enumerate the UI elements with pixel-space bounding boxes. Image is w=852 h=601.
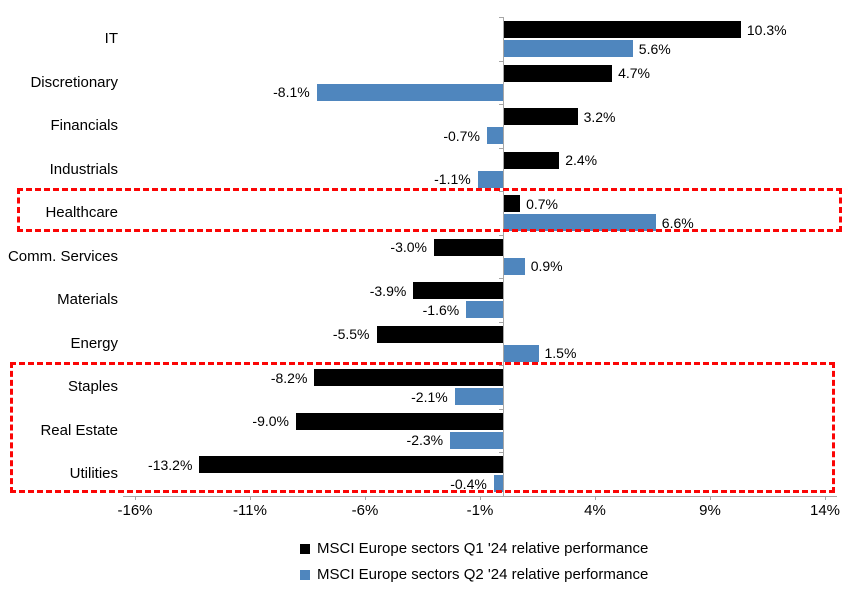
q1-bar [504, 151, 560, 169]
q1-bar [434, 238, 503, 256]
value-label: -1.6% [422, 301, 460, 318]
value-label: -9.0% [252, 413, 289, 429]
y-axis-tick [499, 191, 503, 192]
category-label: Staples [67, 378, 118, 396]
value-label: -3.0% [390, 239, 427, 255]
category-label: Healthcare [45, 204, 118, 222]
category-label: Financials [50, 117, 118, 135]
q1-bar [314, 369, 503, 386]
legend-label-q2: MSCI Europe sectors Q2 '24 relative perf… [317, 566, 649, 583]
category-label: IT [104, 30, 118, 48]
x-axis-tick [365, 496, 366, 500]
value-label: -2.1% [411, 388, 448, 405]
x-axis-tick [480, 496, 481, 500]
q1-bar [296, 412, 503, 430]
q2-bar [493, 475, 503, 492]
value-label: 6.6% [661, 214, 694, 231]
x-axis-tick-label: -11% [233, 502, 267, 519]
x-axis-tick-label: -6% [351, 502, 379, 519]
q1-bar [413, 282, 503, 299]
value-label: -2.3% [406, 432, 444, 448]
x-axis-tick-label: 4% [584, 502, 606, 519]
x-axis-tick-label: -1% [466, 502, 494, 519]
value-label: 3.2% [583, 108, 616, 125]
q2-bar [486, 127, 503, 144]
value-label: 0.7% [526, 195, 559, 212]
value-label: -0.7% [443, 127, 480, 144]
category-label: Energy [70, 334, 118, 352]
q2-bar [466, 301, 503, 318]
y-axis-tick [499, 365, 503, 366]
q1-bar [504, 108, 578, 125]
q2-bar [504, 40, 633, 57]
value-label: 5.6% [638, 40, 671, 57]
legend-item-q1: MSCI Europe sectors Q1 '24 relative perf… [300, 540, 648, 557]
x-axis-tick [595, 496, 596, 500]
q1-series-swatch [300, 543, 310, 554]
legend-item-q2: MSCI Europe sectors Q2 '24 relative perf… [300, 566, 648, 583]
value-label: -1.1% [434, 171, 471, 187]
y-axis-tick [499, 17, 503, 18]
q1-bar [504, 21, 741, 38]
highlight-rect [17, 188, 842, 232]
y-axis-tick [499, 234, 503, 236]
category-label: Discretionary [30, 73, 118, 91]
q2-bar [504, 344, 539, 362]
category-label: Industrials [49, 160, 118, 178]
x-axis-tick [710, 496, 711, 500]
q2-bar [316, 83, 503, 101]
x-axis-tick [250, 496, 251, 500]
q2-bar [504, 214, 656, 231]
x-axis-tick [135, 496, 136, 500]
x-axis-tick-label: 9% [699, 502, 721, 519]
y-axis-tick [499, 452, 503, 453]
category-label: Real Estate [40, 421, 118, 439]
q2-bar [450, 431, 503, 449]
q2-bar [454, 388, 503, 405]
value-label: 1.5% [544, 345, 577, 361]
y-axis-tick [499, 321, 503, 323]
value-label: 2.4% [565, 152, 598, 168]
value-label: -0.4% [450, 475, 487, 492]
category-label: Utilities [69, 465, 118, 483]
legend-label-q1: MSCI Europe sectors Q1 '24 relative perf… [317, 540, 649, 557]
value-label: 10.3% [746, 21, 787, 38]
x-axis-tick [825, 496, 826, 500]
y-axis-tick [499, 104, 503, 105]
value-label: 0.9% [530, 258, 563, 274]
q1-bar [376, 325, 503, 343]
y-axis-tick [499, 278, 503, 279]
x-axis-tick-label: 14% [809, 502, 841, 519]
y-axis-line [503, 17, 504, 496]
category-label: Comm. Services [7, 247, 118, 265]
value-label: -13.2% [148, 456, 193, 473]
value-label: -8.1% [273, 84, 310, 100]
value-label: -8.2% [270, 369, 308, 386]
q2-bar [477, 170, 503, 188]
x-axis-tick-label: -16% [117, 502, 153, 519]
q1-bar [199, 456, 503, 473]
value-label: -3.9% [369, 282, 407, 299]
q1-bar [504, 195, 521, 212]
y-axis-tick [499, 147, 503, 149]
q2-series-swatch [300, 569, 310, 580]
y-axis-tick [499, 60, 503, 62]
q1-bar [504, 64, 613, 82]
category-label: Materials [57, 291, 118, 309]
q2-bar [504, 257, 525, 275]
value-label: 4.7% [618, 65, 651, 81]
value-label: -5.5% [332, 326, 370, 342]
y-axis-tick [499, 408, 503, 410]
